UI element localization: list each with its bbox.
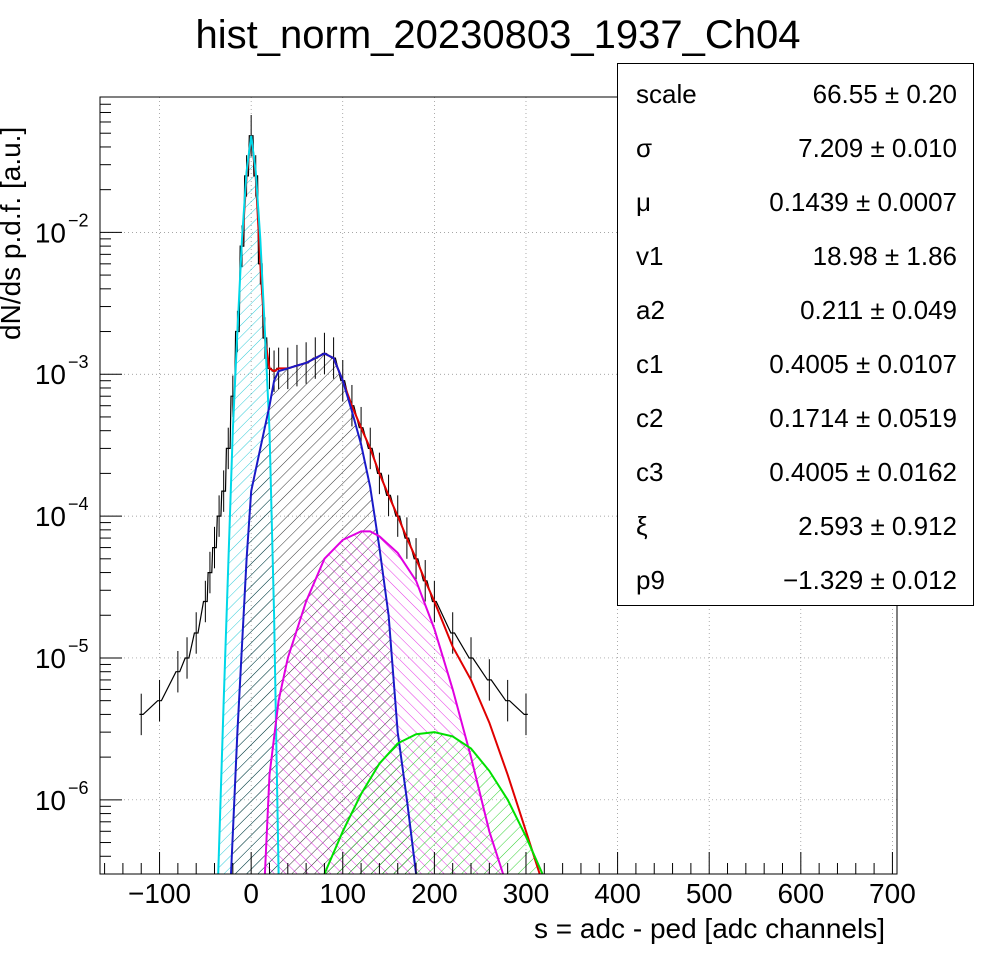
y-tick-exponent: −4 [68,494,89,514]
fit-stats-box: scale 66.55 ± 0.20 σ 7.209 ± 0.010 μ 0.1439 ±… [617,63,974,606]
y-tick-label: 10 [35,643,66,674]
series-lines [139,114,544,874]
x-tick-label: 300 [503,878,550,909]
stats-param-name: scale [636,79,697,109]
y-tick-exponent: −5 [68,636,89,656]
stats-param-value: 0.211 ± 0.049 [800,295,957,325]
y-axis-label: dN/ds p.d.f. [a.u.] [0,127,26,340]
stats-param-name: c2 [636,403,664,433]
stats-row: μ 0.1439 ± 0.0007 [618,175,973,229]
stats-param-name: c1 [636,349,664,379]
y-tick-exponent: −2 [68,210,89,230]
x-tick-label: 600 [777,878,824,909]
stats-row: a2 0.211 ± 0.049 [618,283,973,337]
x-tick-label: 700 [869,878,916,909]
stats-param-value: 0.1714 ± 0.0519 [769,403,957,433]
stats-row: scale 66.55 ± 0.20 [618,67,973,121]
stats-param-name: μ [636,187,651,217]
y-tick-exponent: −6 [68,778,89,798]
1-p-e-component-line [230,352,418,874]
stats-param-value: 7.209 ± 0.010 [798,133,957,163]
y-tick-label: 10 [35,217,66,248]
stats-row: p9 −1.329 ± 0.012 [618,553,973,607]
stats-param-value: 0.4005 ± 0.0107 [769,349,957,379]
stats-row: ξ 2.593 ± 0.912 [618,499,973,553]
x-axis-label: s = adc - ped [adc channels] [534,913,885,944]
stats-param-name: σ [636,133,653,163]
chart-title: hist_norm_20230803_1937_Ch04 [196,13,801,57]
stats-param-name: v1 [636,241,664,271]
x-tick-label: 0 [243,878,259,909]
x-tick-label: −100 [128,878,191,909]
stats-param-value: 18.98 ± 1.86 [812,241,957,271]
y-tick-label: 10 [35,785,66,816]
3-p-e-component-line [323,731,544,874]
pedestal-component-line [217,135,280,874]
stats-param-value: −1.329 ± 0.012 [782,565,957,595]
y-tick-exponent: −3 [68,352,89,372]
x-tick-label: 100 [319,878,366,909]
stats-param-name: c3 [636,457,664,487]
stats-row: c3 0.4005 ± 0.0162 [618,445,973,499]
x-axis-ticks: −100 0 100 200 300 400 500 600 700 [104,852,916,909]
stats-row: σ 7.209 ± 0.010 [618,121,973,175]
3-p-e-component-fill [324,732,543,874]
stats-param-name: ξ [636,511,648,541]
x-tick-label: 400 [594,878,641,909]
stats-row: c1 0.4005 ± 0.0107 [618,337,973,391]
stats-param-value: 0.1439 ± 0.0007 [769,187,957,217]
stats-param-value: 0.4005 ± 0.0162 [769,457,957,487]
y-axis-ticks: 10−610−510−410−310−2 [35,96,122,875]
x-tick-label: 500 [686,878,733,909]
y-tick-label: 10 [35,501,66,532]
stats-row: v1 18.98 ± 1.86 [618,229,973,283]
y-tick-label: 10 [35,359,66,390]
stats-param-name: p9 [636,565,665,595]
stats-param-value: 66.55 ± 0.20 [812,79,957,109]
x-tick-label: 200 [411,878,458,909]
stats-param-name: a2 [636,295,665,325]
2-p-e-component-line [263,530,505,874]
stats-row: c2 0.1714 ± 0.0519 [618,391,973,445]
stats-param-value: 2.593 ± 0.912 [798,511,957,541]
